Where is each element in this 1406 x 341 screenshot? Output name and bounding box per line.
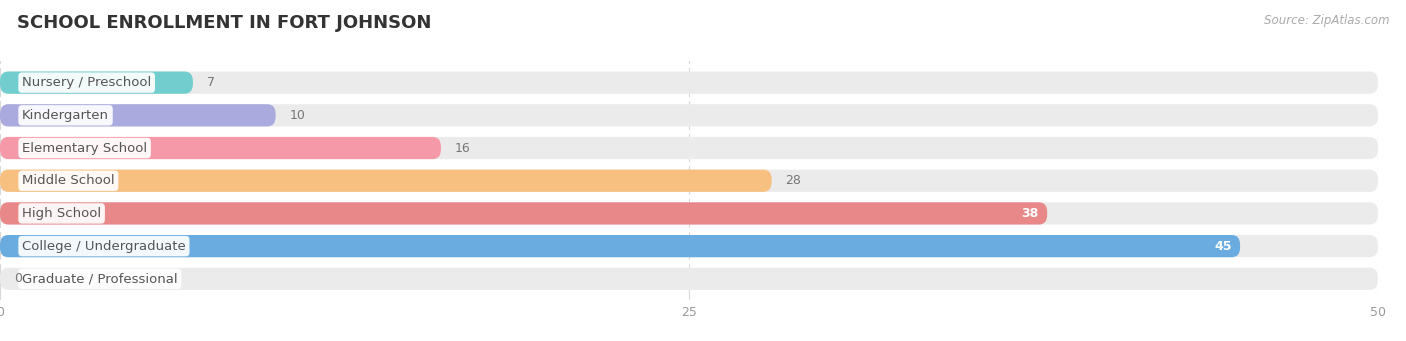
- Text: 45: 45: [1215, 240, 1232, 253]
- FancyBboxPatch shape: [0, 104, 276, 127]
- FancyBboxPatch shape: [0, 137, 441, 159]
- Text: 10: 10: [290, 109, 305, 122]
- Text: High School: High School: [22, 207, 101, 220]
- Text: 28: 28: [786, 174, 801, 187]
- FancyBboxPatch shape: [0, 72, 193, 94]
- FancyBboxPatch shape: [0, 202, 1047, 224]
- Text: Kindergarten: Kindergarten: [22, 109, 110, 122]
- FancyBboxPatch shape: [0, 104, 1378, 127]
- Text: Graduate / Professional: Graduate / Professional: [22, 272, 177, 285]
- Text: 38: 38: [1022, 207, 1039, 220]
- Text: Middle School: Middle School: [22, 174, 115, 187]
- Text: Elementary School: Elementary School: [22, 142, 148, 154]
- Text: Source: ZipAtlas.com: Source: ZipAtlas.com: [1264, 14, 1389, 27]
- Text: SCHOOL ENROLLMENT IN FORT JOHNSON: SCHOOL ENROLLMENT IN FORT JOHNSON: [17, 14, 432, 32]
- Text: College / Undergraduate: College / Undergraduate: [22, 240, 186, 253]
- Text: 0: 0: [14, 272, 21, 285]
- FancyBboxPatch shape: [0, 268, 1378, 290]
- Text: Nursery / Preschool: Nursery / Preschool: [22, 76, 152, 89]
- FancyBboxPatch shape: [0, 72, 1378, 94]
- FancyBboxPatch shape: [0, 169, 772, 192]
- FancyBboxPatch shape: [0, 202, 1378, 224]
- Text: 7: 7: [207, 76, 215, 89]
- FancyBboxPatch shape: [0, 235, 1240, 257]
- Text: 16: 16: [454, 142, 471, 154]
- FancyBboxPatch shape: [0, 235, 1378, 257]
- FancyBboxPatch shape: [0, 169, 1378, 192]
- FancyBboxPatch shape: [0, 137, 1378, 159]
